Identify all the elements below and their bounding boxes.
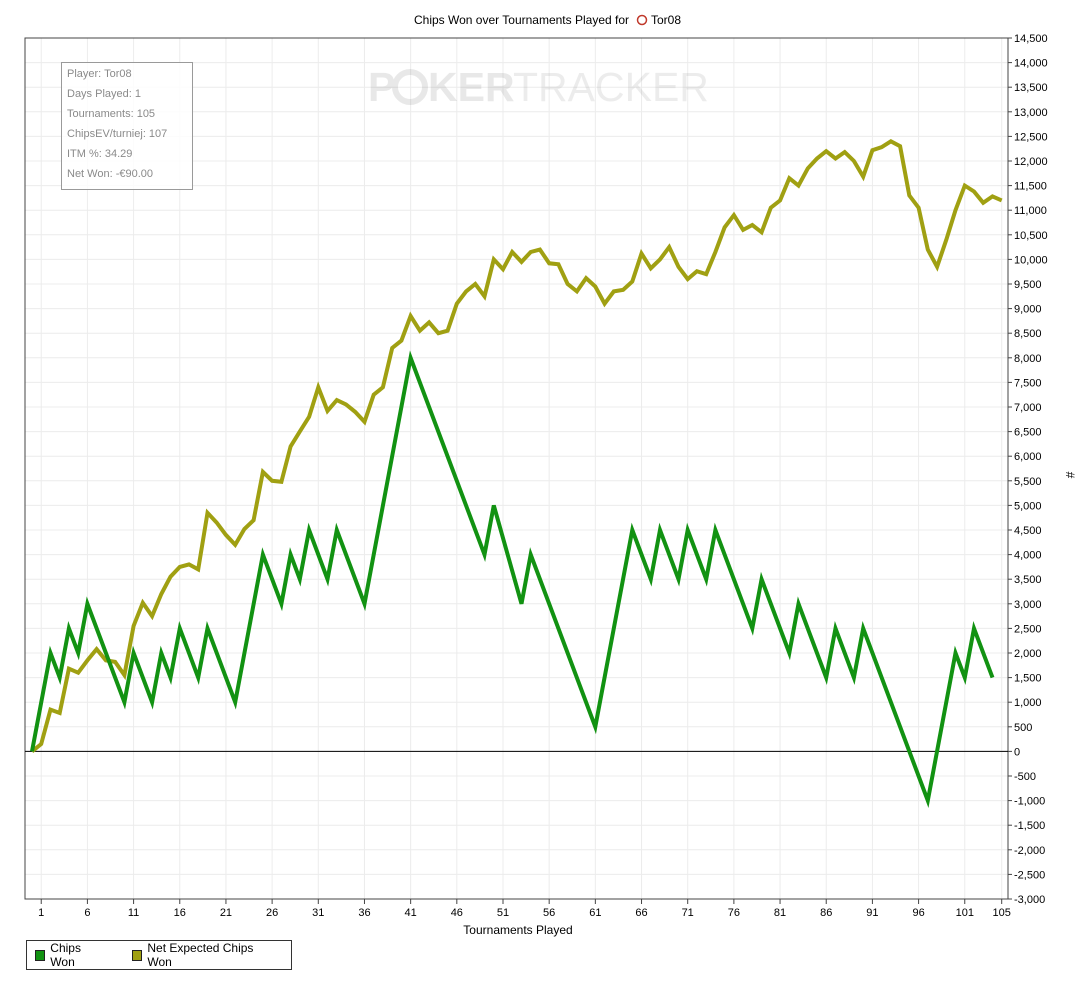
legend-label-net-expected: Net Expected Chips Won xyxy=(147,941,254,969)
y-tick-label: -2,000 xyxy=(1014,845,1045,857)
y-tick-label: 13,000 xyxy=(1014,107,1048,119)
plot-frame xyxy=(24,37,1009,900)
x-tick-label: 101 xyxy=(956,907,974,919)
chart-title-text: Chips Won over Tournaments Played for xyxy=(414,13,629,27)
x-tick-label: 71 xyxy=(682,907,694,919)
x-tick-label: 36 xyxy=(358,907,370,919)
y-tick-label: -3,000 xyxy=(1014,894,1045,906)
legend-item-chips-won[interactable]: Chips Won xyxy=(35,941,104,969)
y-tick-label: 4,000 xyxy=(1014,550,1042,562)
y-tick-label: 12,000 xyxy=(1014,156,1048,168)
y-tick-label: 11,500 xyxy=(1014,181,1047,193)
y-tick-label: 14,000 xyxy=(1014,58,1048,70)
series-layer xyxy=(30,138,1003,809)
stat-chips-ev: ChipsEV/turniej: 107 xyxy=(67,128,168,140)
y-tick-label: 12,500 xyxy=(1014,131,1048,143)
chart-title-player: Tor08 xyxy=(651,13,681,27)
chart-legend: Chips Won Net Expected Chips Won xyxy=(26,940,292,970)
y-tick-label: 6,500 xyxy=(1014,427,1042,439)
y-tick-label: 5,500 xyxy=(1014,476,1042,488)
x-tick-label: 86 xyxy=(820,907,832,919)
y-tick-label: 4,500 xyxy=(1014,525,1042,537)
series-line-chips-won xyxy=(30,350,995,809)
x-tick-label: 56 xyxy=(543,907,555,919)
y-tick-label: -500 xyxy=(1014,771,1036,783)
y-tick-label: 9,000 xyxy=(1014,304,1042,316)
y-tick-label: 8,000 xyxy=(1014,353,1042,365)
y-tick-label: 13,500 xyxy=(1014,82,1048,94)
x-tick-label: 41 xyxy=(405,907,417,919)
legend-label-chips-won: Chips Won xyxy=(50,941,81,969)
y-tick-label: 3,500 xyxy=(1014,574,1042,586)
x-tick-label: 16 xyxy=(174,907,186,919)
y-tick-label: 0 xyxy=(1014,746,1020,758)
x-tick-label: 61 xyxy=(589,907,601,919)
x-tick-label: 76 xyxy=(728,907,740,919)
legend-swatch-net-expected xyxy=(132,949,143,961)
chart-title: Chips Won over Tournaments Played for To… xyxy=(414,13,681,27)
y-tick-label: 500 xyxy=(1014,722,1032,734)
series-line-net-expected-chips-won xyxy=(30,138,1003,753)
y-tick-label: 6,000 xyxy=(1014,451,1042,463)
x-tick-label: 31 xyxy=(312,907,324,919)
legend-swatch-chips-won xyxy=(35,949,46,961)
y-tick-label: -2,500 xyxy=(1014,869,1045,881)
y-tick-label: 8,500 xyxy=(1014,328,1042,340)
x-tick-label: 26 xyxy=(266,907,278,919)
y-tick-label: 10,500 xyxy=(1014,230,1048,242)
y-tick-label: 1,500 xyxy=(1014,673,1042,685)
y-tick-label: 2,000 xyxy=(1014,648,1042,660)
y-tick-label: 9,500 xyxy=(1014,279,1042,291)
y-tick-label: 2,500 xyxy=(1014,623,1042,635)
x-tick-label: 96 xyxy=(912,907,924,919)
watermark-tracker: TRACKER xyxy=(513,64,709,110)
x-tick-label: 51 xyxy=(497,907,509,919)
y-tick-label: 3,000 xyxy=(1014,599,1042,611)
pokertracker-watermark: P KER TRACKER xyxy=(368,64,709,110)
y-tick-label: 7,000 xyxy=(1014,402,1042,414)
x-tick-label: 21 xyxy=(220,907,232,919)
watermark-chip-icon xyxy=(392,69,428,105)
watermark-ker: KER xyxy=(428,64,515,110)
y-tick-label: -1,500 xyxy=(1014,820,1045,832)
poker-chip-icon xyxy=(636,14,648,26)
x-axis-label: Tournaments Played xyxy=(463,923,572,937)
x-tick-label: 6 xyxy=(84,907,90,919)
stat-net-won: Net Won: -€90.00 xyxy=(67,168,154,180)
y-tick-label: 5,000 xyxy=(1014,500,1042,512)
x-tick-label: 66 xyxy=(635,907,647,919)
y-tick-label: 7,500 xyxy=(1014,377,1042,389)
y-tick-label: 14,500 xyxy=(1014,33,1048,45)
watermark-p: P xyxy=(368,64,395,110)
stat-itm: ITM %: 34.29 xyxy=(67,148,133,160)
y-axis-ticks: 14,500 14,000 13,500 13,000 12,500 12,000 11,5… xyxy=(1008,33,1048,906)
x-tick-label: 1 xyxy=(38,907,44,919)
x-tick-label: 81 xyxy=(774,907,786,919)
x-axis-ticks: 1 6 11 16 21 26 31 36 41 46 51 56 61 66 71 76 81 86 91 96 10… xyxy=(38,899,1011,919)
y-tick-label: 11,000 xyxy=(1014,205,1047,217)
stat-tournaments: Tournaments: 105 xyxy=(67,108,156,120)
y-axis-label: # xyxy=(1063,472,1077,479)
x-tick-label: 46 xyxy=(451,907,463,919)
stat-days-played: Days Played: 1 xyxy=(67,88,141,100)
y-tick-label: 1,000 xyxy=(1014,697,1042,709)
player-stats-box: Player: Tor08 Days Played: 1 Tournaments… xyxy=(61,62,193,190)
y-tick-label: 10,000 xyxy=(1014,254,1048,266)
stat-player: Player: Tor08 xyxy=(67,68,132,80)
x-tick-label: 105 xyxy=(993,907,1011,919)
x-tick-label: 91 xyxy=(866,907,878,919)
y-tick-label: -1,000 xyxy=(1014,796,1045,808)
legend-item-net-expected[interactable]: Net Expected Chips Won xyxy=(132,941,271,969)
x-tick-label: 11 xyxy=(128,907,139,919)
